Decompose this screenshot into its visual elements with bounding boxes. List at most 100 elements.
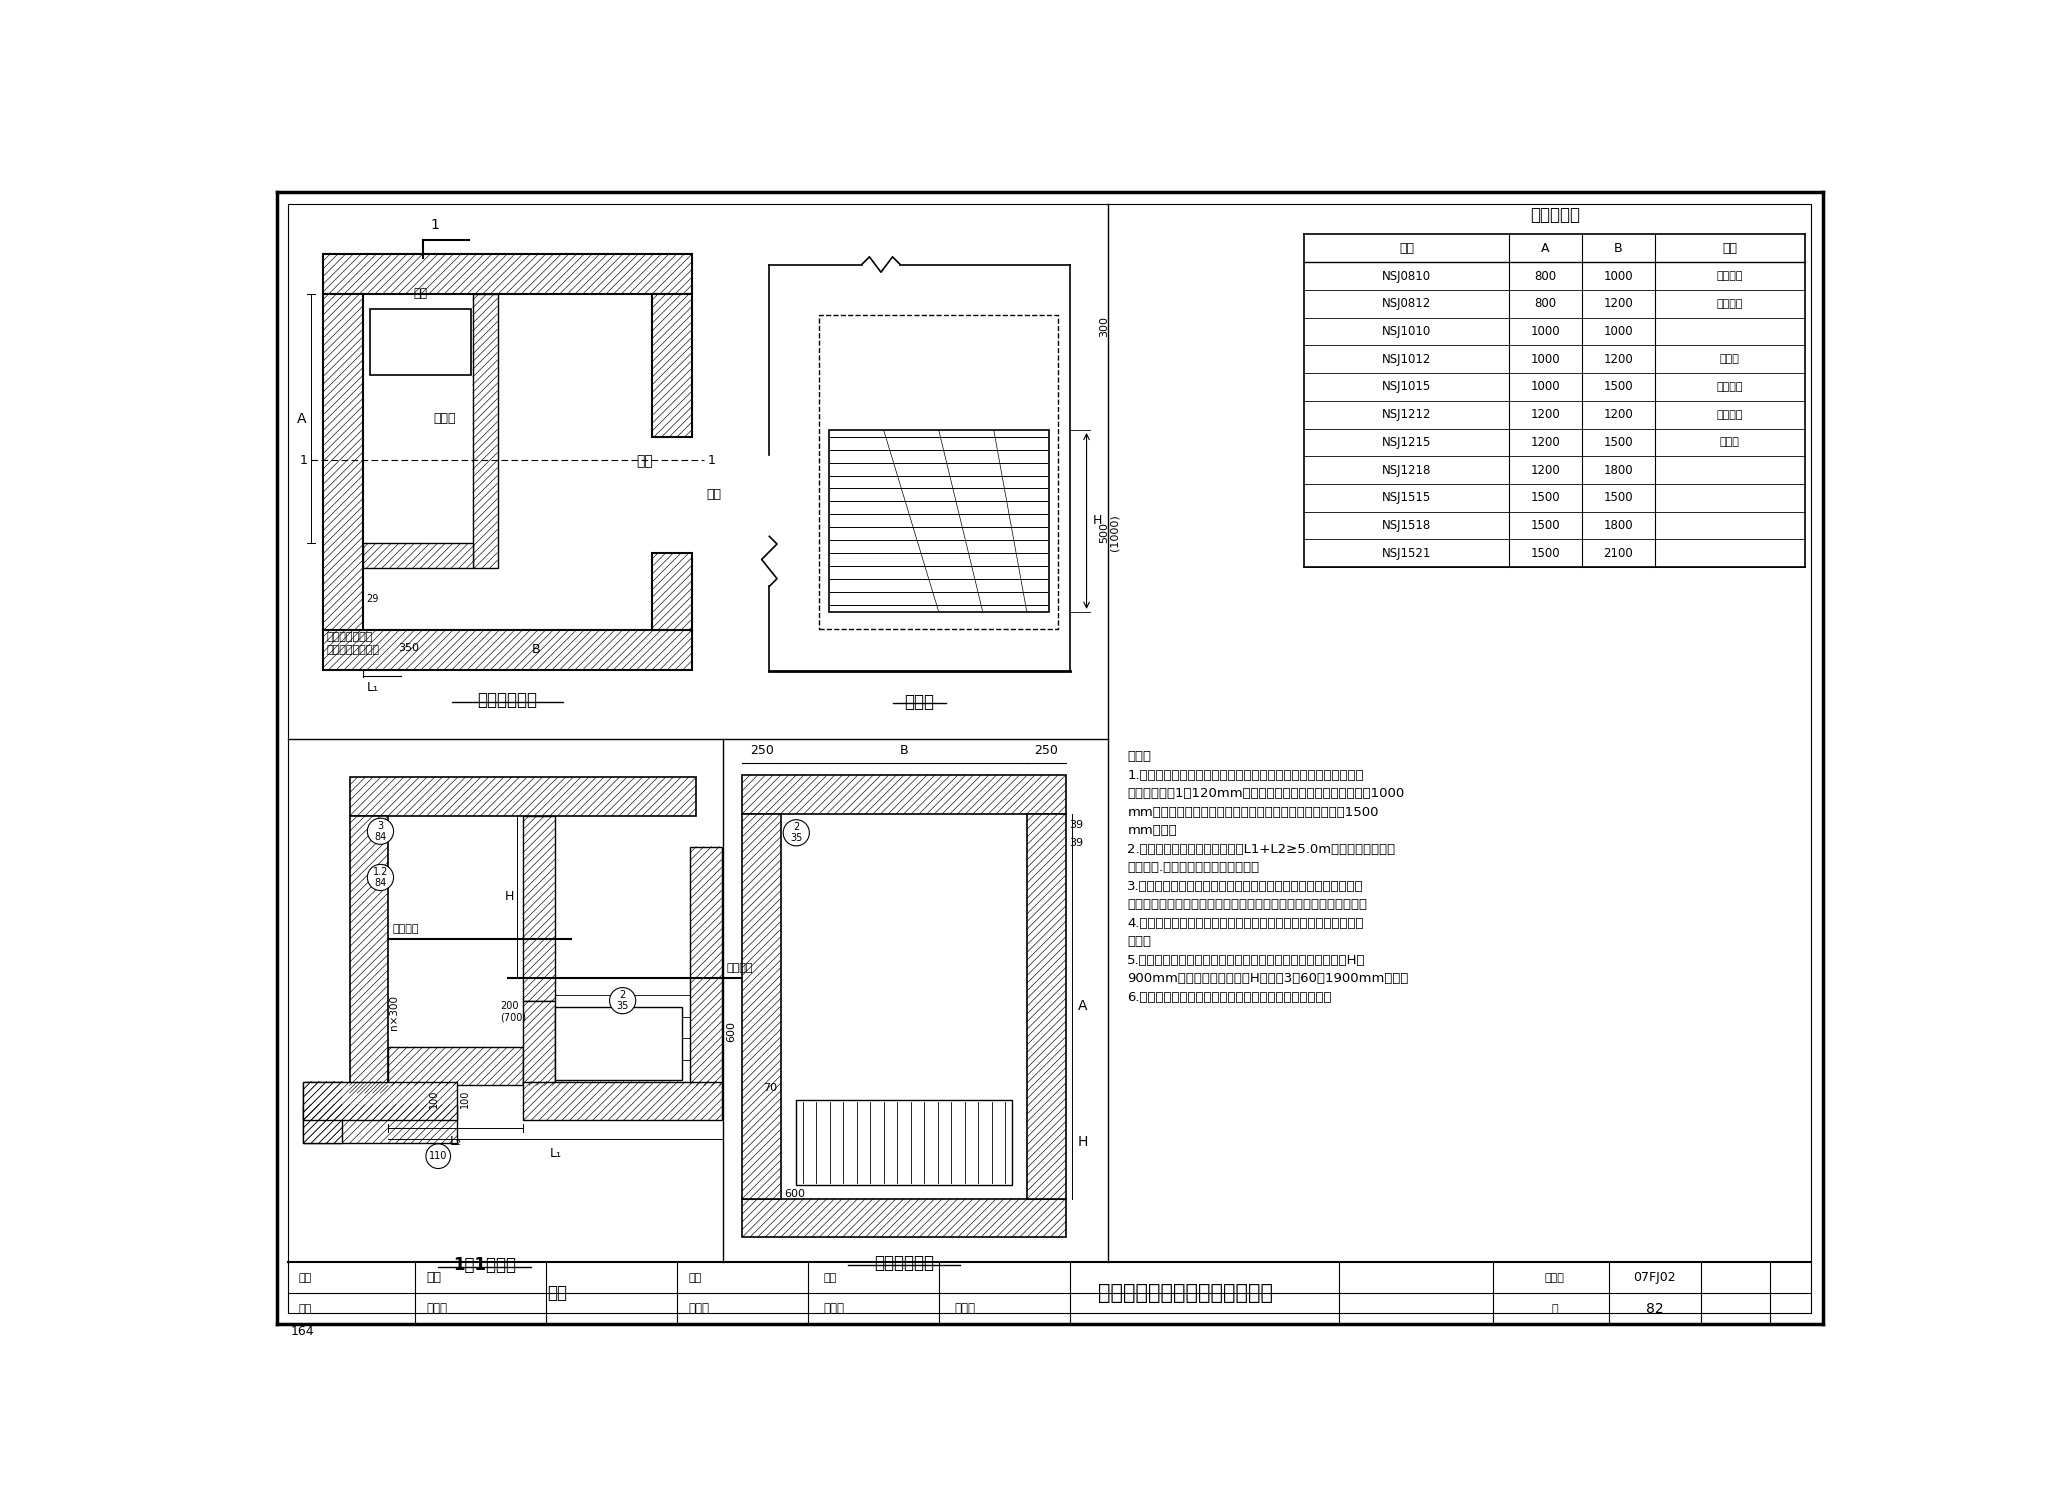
Text: 矿晔: 矿晔 [547,1284,567,1302]
Text: 800: 800 [1534,298,1556,310]
Text: 250: 250 [750,743,774,757]
Text: 900mm。通风竖井百叶窗高H可选用3　60　1900mm三种。: 900mm。通风竖井百叶窗高H可选用3 60 1900mm三种。 [1126,972,1409,986]
Text: 百叶窗: 百叶窗 [893,1136,915,1148]
Text: 竖井选用表: 竖井选用表 [1530,206,1579,224]
Text: 地面层平面图: 地面层平面图 [874,1254,934,1272]
Text: 70: 70 [764,1084,776,1094]
Text: A: A [1077,999,1087,1013]
Bar [362,293,473,543]
Text: NSJ0812: NSJ0812 [1382,298,1432,310]
Bar [829,430,1049,613]
Text: 07FJ02: 07FJ02 [1634,1272,1675,1284]
Text: 1500: 1500 [1604,381,1632,393]
Text: NSJ1518: NSJ1518 [1382,519,1432,533]
Text: 2
35: 2 35 [791,822,803,843]
Text: NSJ1012: NSJ1012 [1382,352,1432,366]
Text: 地下层平面图: 地下层平面图 [477,691,537,709]
Text: 600: 600 [784,1189,805,1199]
Text: n×300: n×300 [389,995,399,1029]
Text: L₁: L₁ [549,1147,561,1160]
Bar [1028,814,1065,1198]
Text: (1000): (1000) [1110,515,1120,551]
Text: mm设计，在倒塘范围以外时窗口下缘距室外地面的高度按1500: mm设计，在倒塘范围以外时窗口下缘距室外地面的高度按1500 [1126,805,1378,819]
Text: 1000: 1000 [1604,325,1632,339]
Text: 抓杆，与滤毒室相连接时在其上口的顶板宜设置吸勾，见吸勾详图。: 抓杆，与滤毒室相连接时在其上口的顶板宜设置吸勾，见吸勾详图。 [1126,898,1368,911]
Text: 1000: 1000 [1530,325,1561,339]
Text: NSJ0810: NSJ0810 [1382,269,1432,283]
Text: 350: 350 [399,643,420,653]
Text: 风管: 风管 [414,287,428,299]
Bar [819,315,1059,629]
Text: 1200: 1200 [1604,298,1632,310]
Text: 800: 800 [1534,269,1556,283]
Text: B: B [532,643,541,656]
Text: 立面图: 立面图 [905,692,934,710]
Text: 姜贵中: 姜贵中 [954,1302,975,1315]
Bar [303,1082,457,1120]
Bar [303,1105,457,1144]
Text: 1200: 1200 [1604,352,1632,366]
Text: 入口和通: 入口和通 [1716,409,1743,420]
Text: 扩散室: 扩散室 [434,412,457,424]
Text: 100: 100 [430,1090,440,1108]
Circle shape [367,864,393,891]
Bar [522,1082,723,1120]
Text: （进风室内设置）: （进风室内设置） [326,646,379,655]
Circle shape [367,819,393,844]
Text: NSJ1218: NSJ1218 [1382,464,1432,477]
Text: 室外地面: 室外地面 [727,963,754,972]
Text: 1000: 1000 [1530,381,1561,393]
Text: H: H [1077,1135,1087,1150]
Text: 风竖井: 风竖井 [1720,438,1741,447]
Text: 1000: 1000 [1530,352,1561,366]
Bar [522,1001,555,1085]
Text: 室内地面: 室内地面 [391,924,418,935]
Text: 1000: 1000 [1604,269,1632,283]
Text: H: H [1094,515,1102,527]
Text: 编号: 编号 [1399,242,1413,254]
Text: B: B [1614,242,1622,254]
Circle shape [426,1144,451,1168]
Text: A: A [1540,242,1550,254]
Text: 29: 29 [367,593,379,604]
Text: 百叶窗: 百叶窗 [608,1037,629,1050]
Text: 1500: 1500 [1604,491,1632,504]
Text: 李宝明: 李宝明 [426,1302,449,1315]
Text: NSJ1515: NSJ1515 [1382,491,1432,504]
Bar [741,1198,1065,1237]
Text: 室内: 室内 [635,455,653,468]
Text: 3
84: 3 84 [375,820,387,841]
Text: 300: 300 [1100,316,1108,337]
Text: 备注: 备注 [1722,242,1737,254]
Text: 设计，顶板厖1延120mm厕，窗口下缘距室外地面的高度按接1000: 设计，顶板厖1延120mm厕，窗口下缘距室外地面的高度按接1000 [1126,787,1405,801]
Text: 设置。: 设置。 [1126,935,1151,948]
Text: NSJ1521: NSJ1521 [1382,546,1432,560]
Bar [690,847,723,1085]
Circle shape [782,820,809,846]
Bar [741,814,780,1198]
Bar [371,309,471,375]
Text: 1800: 1800 [1604,464,1632,477]
Text: 250: 250 [1034,743,1059,757]
Text: 适用于: 适用于 [1720,354,1741,364]
Text: 2100: 2100 [1604,546,1632,560]
Text: 1－1剪面图: 1－1剪面图 [453,1257,516,1275]
Text: 1: 1 [299,453,307,467]
Bar [324,254,692,293]
Text: 110: 110 [428,1151,446,1162]
Circle shape [610,987,635,1014]
Text: 页: 页 [1552,1303,1559,1314]
Text: 李江明: 李江明 [688,1302,709,1315]
Text: 6.竖井立面装修宜与地面建筑相协调，由具体工程确定。: 6.竖井立面装修宜与地面建筑相协调，由具体工程确定。 [1126,990,1331,1004]
Text: 5.图示百叶窗可采用锂刻防雨百叶窗。竖井式出入口百叶窗高H取: 5.图示百叶窗可采用锂刻防雨百叶窗。竖井式出入口百叶窗高H取 [1126,954,1366,966]
Text: NSJ1212: NSJ1212 [1382,408,1432,421]
Text: 1200: 1200 [1530,408,1561,421]
Text: 500: 500 [1100,522,1108,543]
Text: 4.竖井作为战时进风口时，应设置洗消污水集水坑，其他情况可不: 4.竖井作为战时进风口时，应设置洗消污水集水坑，其他情况可不 [1126,917,1364,930]
Text: 1200: 1200 [1530,464,1561,477]
Bar [780,814,1028,1198]
Bar [362,543,473,567]
Bar [324,629,692,670]
Bar [350,816,389,1093]
Text: NSJ1215: NSJ1215 [1382,436,1432,448]
